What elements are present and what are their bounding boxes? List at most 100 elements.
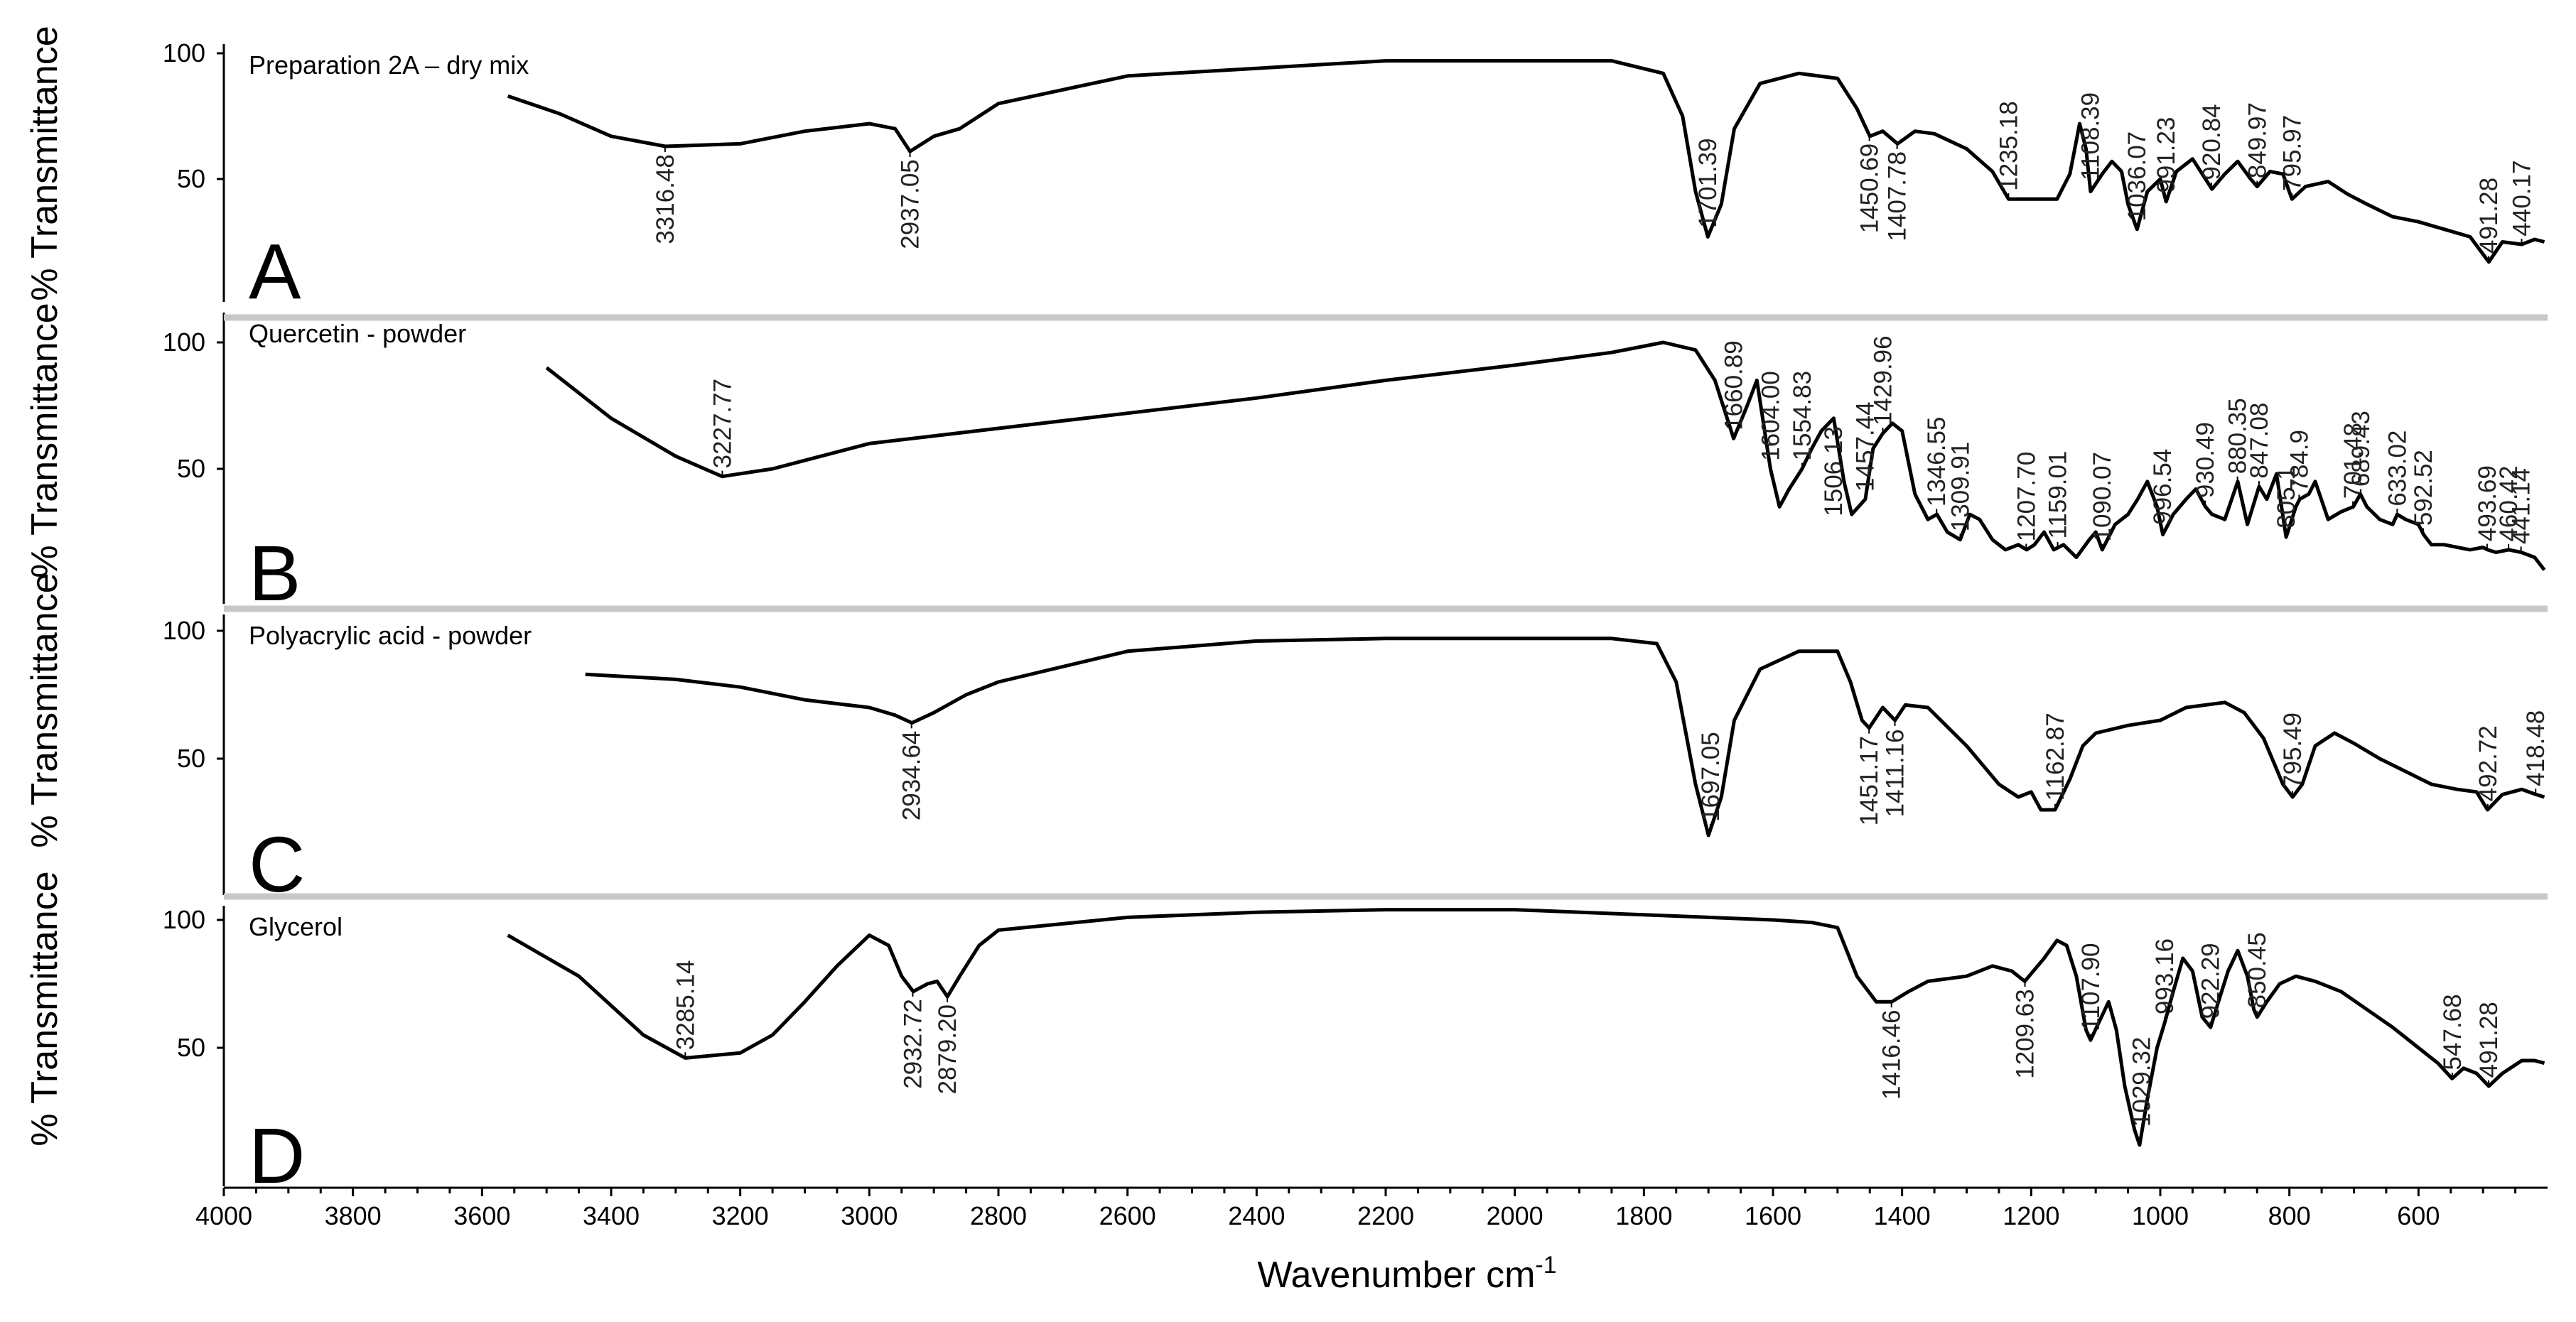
peak-annotation: 1604.00 (1757, 371, 1784, 469)
peak-label: 1457.44 (1851, 401, 1879, 492)
peak-label: 1207.70 (2012, 452, 2040, 542)
peak-annotation: 805.1 (2273, 466, 2300, 537)
x-tick-label: 600 (2397, 1201, 2440, 1230)
y-tick-label: 50 (177, 454, 205, 483)
peak-label: 2937.05 (897, 159, 925, 249)
peak-annotation: 418.48 (2522, 710, 2550, 795)
peak-label: 795.97 (2278, 115, 2306, 191)
x-tick-label: 3200 (712, 1201, 769, 1230)
peak-annotation: 701.48 (2339, 423, 2367, 507)
spectrum-line (585, 636, 2545, 838)
y-tick-label: 50 (177, 1033, 205, 1062)
peak-label: 1162.87 (2042, 713, 2069, 801)
peak-label: 1235.18 (1995, 101, 2022, 191)
x-tick-label: 800 (2268, 1201, 2311, 1230)
peak-label: 880.35 (2224, 398, 2252, 474)
peak-label: 491.28 (2475, 178, 2503, 254)
peak-label: 440.17 (2508, 160, 2536, 236)
peak-annotation: 930.49 (2192, 422, 2219, 506)
spectrum-line (507, 908, 2545, 1147)
peak-annotation: 1207.70 (2012, 452, 2040, 550)
peak-annotation: 633.02 (2383, 430, 2411, 515)
x-tick-label: 4000 (195, 1201, 252, 1230)
peak-annotation: 592.52 (2410, 450, 2437, 534)
peak-annotation: 849.97 (2243, 102, 2271, 187)
peak-annotation: 996.54 (2149, 449, 2177, 533)
peak-annotation: 689.43 (2347, 411, 2375, 495)
peak-label: 1697.05 (1697, 732, 1725, 822)
x-tick-label: 3000 (841, 1201, 898, 1230)
x-tick-label: 1200 (2003, 1201, 2059, 1230)
peak-annotation: 547.68 (2439, 994, 2467, 1078)
peak-label: 849.97 (2243, 102, 2271, 178)
peak-annotation: 795.49 (2279, 713, 2307, 797)
spectrum-line (545, 340, 2546, 571)
peak-label: 805.1 (2273, 466, 2300, 529)
peak-label: 1701.39 (1694, 138, 1722, 228)
peak-label: 993.16 (2151, 938, 2179, 1014)
x-tick-label: 2000 (1487, 1201, 1543, 1230)
y-tick-label: 50 (177, 164, 205, 193)
peak-annotation: 1554.83 (1789, 371, 1816, 469)
peak-annotation: 1660.89 (1720, 340, 1748, 439)
peak-label: 920.84 (2198, 104, 2226, 180)
y-tick-label: 100 (163, 616, 205, 645)
peak-annotation: 2937.05 (897, 151, 925, 249)
peak-annotation: 1235.18 (1995, 101, 2022, 200)
peak-label: 1108.39 (2077, 92, 2105, 180)
x-tick-label: 1800 (1615, 1201, 1672, 1230)
peak-label: 1309.91 (1946, 442, 1974, 532)
peak-annotation: 491.28 (2475, 1002, 2503, 1086)
panel-d: 100 50 Glycerol D 3285.14 2932.72 2879.20 1416.… (163, 905, 2545, 1200)
peak-label: 1407.78 (1884, 151, 1912, 242)
y-tick-label: 100 (163, 905, 205, 934)
peak-label: 1506.13 (1820, 426, 1848, 516)
y-tick-label: 100 (163, 327, 205, 357)
x-tick-label: 3800 (325, 1201, 382, 1230)
peak-label: 1450.69 (1856, 143, 1884, 234)
peak-label: 1416.46 (1878, 1009, 1906, 1100)
spectrum-line (507, 59, 2545, 264)
peak-label: 1209.63 (2012, 989, 2039, 1079)
peak-annotation: 441.14 (2508, 468, 2535, 553)
peak-label: 795.49 (2279, 713, 2307, 789)
x-tick-label: 2200 (1357, 1201, 1414, 1230)
peak-label: 547.68 (2439, 994, 2467, 1070)
peak-annotation: 1346.55 (1923, 417, 1951, 515)
peak-annotation: 1108.39 (2077, 92, 2105, 190)
x-tick-label: 3600 (453, 1201, 510, 1230)
panel-title: Polyacrylic acid - powder (249, 621, 532, 650)
panel-title: Glycerol (249, 912, 343, 941)
peak-annotation: 1416.46 (1878, 1002, 1906, 1100)
peak-annotation: 850.45 (2243, 932, 2271, 1017)
x-axis-label-text: Wavenumber cm (1257, 1255, 1535, 1296)
x-tick-label: 2800 (970, 1201, 1027, 1230)
peak-label: 460.42 (2495, 465, 2523, 541)
peak-annotation: 991.23 (2152, 117, 2180, 202)
peak-label: 1411.16 (1882, 729, 1909, 817)
peak-annotation: 922.29 (2197, 943, 2225, 1027)
peak-annotation: 2932.72 (899, 990, 927, 1089)
peak-label: 1554.83 (1789, 371, 1816, 461)
peak-label: 922.29 (2197, 943, 2225, 1019)
peak-annotation: 1090.07 (2089, 452, 2116, 550)
peak-label: 1346.55 (1923, 417, 1951, 507)
peak-label: 2879.20 (934, 1004, 961, 1095)
peak-label: 3227.77 (708, 379, 736, 469)
panel-a: 100 50 Preparation 2A – dry mix A 3316.48 293… (163, 38, 2545, 315)
peak-annotation: 993.16 (2151, 938, 2179, 1023)
peak-label: 701.48 (2339, 423, 2367, 499)
peak-annotation: 847.08 (2246, 403, 2273, 487)
peak-annotation: 1162.87 (2042, 713, 2069, 810)
peak-label: 592.52 (2410, 450, 2437, 526)
peak-label: 1451.17 (1855, 736, 1883, 826)
spectra-panels: 100 50 Preparation 2A – dry mix A 3316.48 293… (163, 38, 2550, 1200)
peak-annotation: 1506.13 (1820, 418, 1848, 516)
peak-annotation: 1701.39 (1694, 138, 1722, 237)
peak-annotation: 1411.16 (1882, 720, 1909, 817)
peak-label: 418.48 (2522, 710, 2550, 786)
peak-annotation: 1457.44 (1851, 401, 1879, 500)
panel-letter: A (249, 228, 301, 315)
panel-b: 100 50 Quercetin - powder B 3227.77 1660.89 16… (163, 313, 2546, 617)
